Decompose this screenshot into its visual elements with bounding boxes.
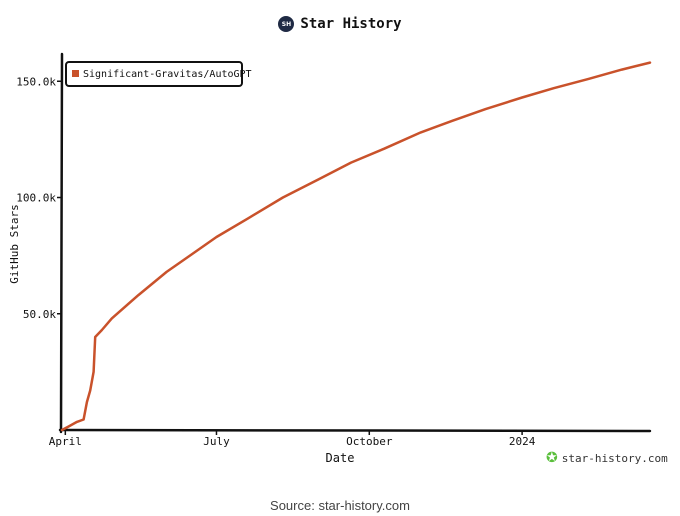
x-axis-line <box>58 428 652 433</box>
x-tick-label: July <box>203 435 230 448</box>
watermark[interactable]: ✪ star-history.com <box>546 450 668 466</box>
source-caption: Source: star-history.com <box>270 498 410 513</box>
y-axis-label: GitHub Stars <box>8 204 21 283</box>
star-history-logo-icon: SH <box>278 16 295 32</box>
chart-title: Star History <box>300 16 402 32</box>
x-tick-label: October <box>346 435 393 448</box>
chart-title-group: SH Star History <box>0 16 680 32</box>
x-axis-label: Date <box>326 451 355 465</box>
watermark-text: star-history.com <box>561 451 668 465</box>
legend-label: Significant-Gravitas/AutoGPT <box>83 69 252 80</box>
legend-box <box>65 61 243 87</box>
legend-swatch <box>72 70 79 77</box>
y-tick-label: 50.0k <box>23 308 56 321</box>
y-tick-label: 100.0k <box>16 192 56 205</box>
y-tick-label: 150.0k <box>16 75 56 88</box>
x-tick-label: 2024 <box>509 435 536 448</box>
star-icon: ✪ <box>546 450 558 466</box>
x-tick-label: April <box>49 435 82 448</box>
series-line <box>60 61 652 432</box>
y-axis-line <box>59 52 64 434</box>
